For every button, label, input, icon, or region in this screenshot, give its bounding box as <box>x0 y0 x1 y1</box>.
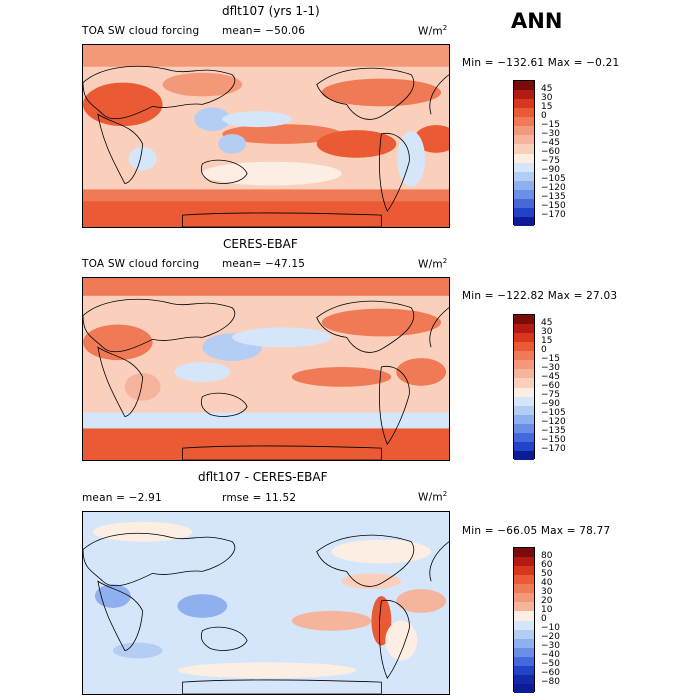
colorbar-tick: −135 <box>541 426 566 436</box>
panel1-map-field <box>83 45 449 227</box>
colorbar-tick: −170 <box>541 444 566 454</box>
panel3-units: W/m2 <box>418 490 448 504</box>
colorbar-tick: −90 <box>541 165 560 175</box>
colorbar-tick: −105 <box>541 408 566 418</box>
panel2-title: CERES-EBAF <box>223 237 298 251</box>
colorbar-tick: −10 <box>541 623 560 633</box>
colorbar-tick: −60 <box>541 381 560 391</box>
colorbar-tick: 15 <box>541 102 553 112</box>
colorbar-tick: −90 <box>541 399 560 409</box>
colorbar-tick: 0 <box>541 614 547 624</box>
panel3-map-field <box>83 512 449 694</box>
colorbar-tick: −170 <box>541 210 566 220</box>
panel2-minmax: Min = −122.82 Max = 27.03 <box>462 290 618 302</box>
colorbar-tick: 60 <box>541 560 553 570</box>
colorbar-tick: 20 <box>541 596 553 606</box>
panel2-map <box>82 277 450 461</box>
colorbar-tick: −75 <box>541 390 560 400</box>
panel3-rmse: rmse = 11.52 <box>222 492 297 504</box>
colorbar-tick: −120 <box>541 417 566 427</box>
panel3-mean: mean = −2.91 <box>82 492 162 504</box>
panel1-colorbar <box>513 80 535 226</box>
colorbar-tick: −60 <box>541 147 560 157</box>
panel1-units: W/m2 <box>418 24 448 38</box>
colorbar-tick: 40 <box>541 578 553 588</box>
colorbar-tick: −15 <box>541 354 560 364</box>
colorbar-tick: 10 <box>541 605 553 615</box>
panel3-minmax: Min = −66.05 Max = 78.77 <box>462 525 611 537</box>
colorbar-tick: −135 <box>541 192 566 202</box>
panel2-variable: TOA SW cloud forcing <box>82 258 200 270</box>
colorbar-tick: 15 <box>541 336 553 346</box>
colorbar-tick: −40 <box>541 650 560 660</box>
colorbar-tick: −15 <box>541 120 560 130</box>
colorbar-tick: 45 <box>541 84 553 94</box>
colorbar-tick: 30 <box>541 327 553 337</box>
panel1-map <box>82 44 450 228</box>
colorbar-tick: 45 <box>541 318 553 328</box>
colorbar-tick: 30 <box>541 93 553 103</box>
panel2-map-field <box>83 278 449 460</box>
colorbar-tick: −105 <box>541 174 566 184</box>
colorbar-tick: −150 <box>541 201 566 211</box>
colorbar-tick: 50 <box>541 569 553 579</box>
colorbar-tick: −20 <box>541 632 560 642</box>
panel2-units: W/m2 <box>418 257 448 271</box>
colorbar-tick: −30 <box>541 129 560 139</box>
colorbar-tick: 0 <box>541 111 547 121</box>
colorbar-tick: 0 <box>541 345 547 355</box>
colorbar-tick: 80 <box>541 551 553 561</box>
panel2-mean: mean= −47.15 <box>222 258 306 270</box>
panel2-colorbar <box>513 314 535 460</box>
panel3-title: dflt107 - CERES-EBAF <box>198 470 328 484</box>
colorbar-tick: −75 <box>541 156 560 166</box>
colorbar-tick: −60 <box>541 668 560 678</box>
colorbar-tick: −45 <box>541 372 560 382</box>
panel1-minmax: Min = −132.61 Max = −0.21 <box>462 57 620 69</box>
colorbar-tick: −30 <box>541 641 560 651</box>
colorbar-tick: −45 <box>541 138 560 148</box>
colorbar-tick: −120 <box>541 183 566 193</box>
colorbar-tick: −30 <box>541 363 560 373</box>
panel1-mean: mean= −50.06 <box>222 25 306 37</box>
panel3-colorbar <box>513 547 535 693</box>
colorbar-tick: −80 <box>541 677 560 687</box>
colorbar-tick: 30 <box>541 587 553 597</box>
season-label: ANN <box>511 9 563 33</box>
panel3-map <box>82 511 450 695</box>
panel1-variable: TOA SW cloud forcing <box>82 25 200 37</box>
panel1-title: dflt107 (yrs 1-1) <box>222 4 320 18</box>
colorbar-tick: −150 <box>541 435 566 445</box>
colorbar-tick: −50 <box>541 659 560 669</box>
